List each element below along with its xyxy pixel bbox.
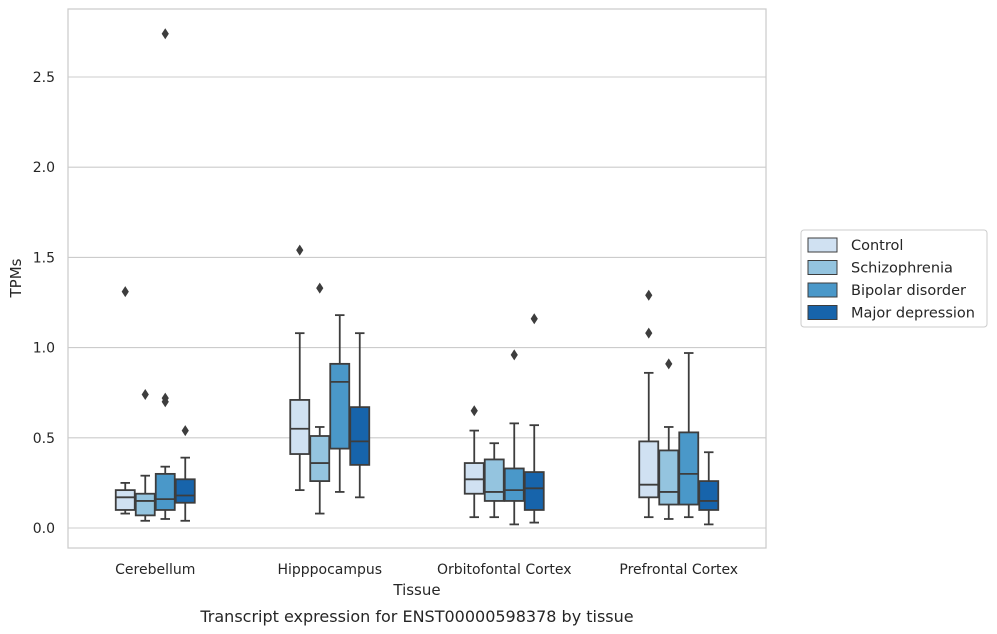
y-tick-label: 1.0 <box>33 341 55 357</box>
legend-swatch <box>807 282 838 298</box>
outlier-point <box>181 425 189 437</box>
iqr-box <box>114 489 136 511</box>
y-tick-label: 2.5 <box>33 70 55 86</box>
y-tick-label: 2.0 <box>33 160 55 176</box>
outlier-point <box>161 28 169 40</box>
box-major-depression <box>174 425 196 522</box>
x-tick-label: Orbitofontal Cortex <box>437 562 572 578</box>
iqr-box <box>503 467 525 502</box>
iqr-box <box>134 492 156 517</box>
box-bipolar-disorder <box>678 352 700 519</box>
box-control <box>463 405 485 519</box>
legend-swatch <box>807 237 838 253</box>
outlier-point <box>161 392 169 404</box>
x-axis-label: Tissue <box>392 581 440 599</box>
iqr-box <box>463 462 485 495</box>
iqr-box <box>289 399 311 455</box>
outlier-point <box>645 289 653 301</box>
iqr-box <box>483 458 505 502</box>
y-tick-labels: 0.0 0.5 1.0 1.5 2.0 2.5 <box>33 70 55 537</box>
box-control <box>289 244 311 492</box>
box-major-depression <box>523 313 545 524</box>
outlier-point <box>296 244 304 256</box>
boxes-layer <box>114 28 720 526</box>
legend-label: Schizophrenia <box>851 261 953 277</box>
iqr-box <box>349 406 371 466</box>
y-tick-label: 1.5 <box>33 250 55 266</box>
box-control <box>638 289 660 519</box>
iqr-box <box>329 362 351 450</box>
outlier-point <box>510 349 518 361</box>
outlier-point <box>645 327 653 339</box>
box-major-depression <box>349 332 371 499</box>
gridlines <box>68 76 766 529</box>
iqr-box <box>174 478 196 504</box>
y-tick-label: 0.0 <box>33 521 55 537</box>
box-schizophrenia <box>134 389 156 522</box>
box-schizophrenia <box>309 282 331 515</box>
y-axis-label: TPMs <box>7 258 25 298</box>
outlier-point <box>141 389 149 401</box>
outlier-point <box>316 282 324 294</box>
iqr-box <box>523 471 545 511</box>
legend-swatch <box>807 305 838 320</box>
box-schizophrenia <box>483 442 505 519</box>
outlier-point <box>530 313 538 325</box>
box-bipolar-disorder <box>503 349 525 526</box>
iqr-box <box>678 431 700 506</box>
x-tick-label: Hipppocampus <box>277 562 382 578</box>
outlier-point <box>665 358 673 370</box>
iqr-box <box>658 449 680 506</box>
legend: Control Schizophrenia Bipolar disorder Majo… <box>800 229 988 328</box>
legend-label: Bipolar disorder <box>851 283 966 299</box>
x-tick-label: Cerebellum <box>115 562 195 578</box>
box-bipolar-disorder <box>154 28 176 520</box>
iqr-box <box>638 440 660 499</box>
legend-frame <box>800 229 988 328</box>
legend-swatch <box>807 260 838 275</box>
outlier-point <box>470 405 478 417</box>
box-major-depression <box>698 451 720 526</box>
box-schizophrenia <box>658 358 680 520</box>
legend-label: Major depression <box>851 306 975 322</box>
outlier-point <box>121 286 129 298</box>
box-control <box>114 286 136 515</box>
box-bipolar-disorder <box>329 314 351 493</box>
legend-label: Control <box>851 238 903 254</box>
x-tick-labels: Cerebellum Hipppocampus Orbitofontal Corte… <box>115 562 738 578</box>
iqr-box <box>154 472 176 511</box>
y-tick-label: 0.5 <box>33 431 55 447</box>
x-tick-label: Prefrontal Cortex <box>619 562 738 578</box>
chart-caption: Transcript expression for ENST0000059837… <box>199 607 633 626</box>
iqr-box <box>309 435 331 482</box>
iqr-box <box>698 480 720 511</box>
plot-frame <box>67 8 767 549</box>
